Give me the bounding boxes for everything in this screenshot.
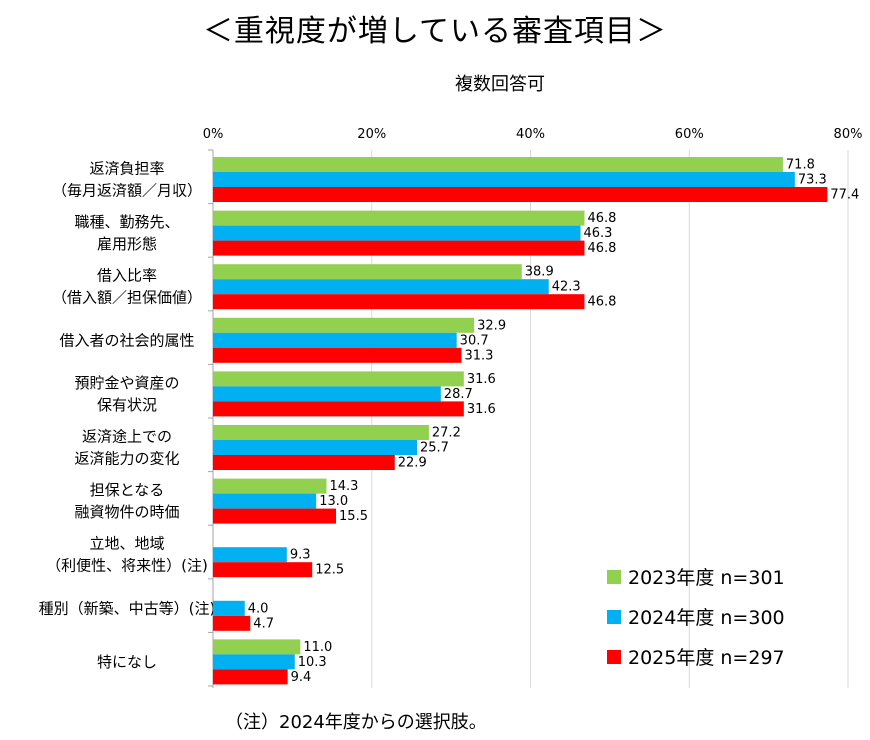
category-label: （利便性、将来性）(注) xyxy=(46,557,208,575)
category-label: （毎月返済額／月収） xyxy=(52,182,202,200)
data-label: 77.4 xyxy=(830,188,859,203)
bar xyxy=(213,157,783,172)
bar xyxy=(213,639,301,655)
bar xyxy=(213,615,251,631)
legend-swatch xyxy=(607,610,621,624)
bar xyxy=(213,478,327,494)
chart-note: （注）2024年度からの選択肢。 xyxy=(225,712,487,733)
data-label: 14.3 xyxy=(330,479,359,494)
data-label: 71.8 xyxy=(786,158,815,173)
bar xyxy=(213,493,317,509)
bar xyxy=(213,347,462,363)
data-label: 46.8 xyxy=(587,241,616,256)
bar xyxy=(213,562,313,578)
data-label: 13.0 xyxy=(319,494,348,509)
bar xyxy=(213,455,395,470)
legend-label: 2023年度 n=301 xyxy=(628,567,785,589)
bar xyxy=(213,187,828,202)
data-label: 31.3 xyxy=(464,348,493,363)
data-label: 9.4 xyxy=(291,670,312,685)
category-label: 返済能力の変化 xyxy=(74,450,179,468)
category-label: 預貯金や資産の xyxy=(74,374,179,392)
data-label: 9.3 xyxy=(290,548,311,563)
category-label: 借入者の社会的属性 xyxy=(59,331,194,349)
bar xyxy=(213,600,245,616)
data-label: 31.6 xyxy=(467,402,496,417)
data-label: 11.0 xyxy=(303,640,332,655)
category-label: 特になし xyxy=(97,653,157,671)
bar xyxy=(213,172,795,187)
data-label: 46.8 xyxy=(587,295,616,310)
data-label: 25.7 xyxy=(420,441,449,456)
bar xyxy=(213,547,287,563)
bar xyxy=(213,264,522,280)
data-label: 27.2 xyxy=(432,426,461,441)
data-label: 31.6 xyxy=(467,372,496,387)
category-label: 職種、勤務先、 xyxy=(74,213,179,231)
x-tick-label: 0% xyxy=(203,127,224,142)
bar xyxy=(213,371,464,387)
category-label: 担保となる xyxy=(90,481,165,499)
x-tick-label: 80% xyxy=(834,127,863,142)
bar xyxy=(213,317,475,333)
data-label: 15.5 xyxy=(339,509,368,524)
bar xyxy=(213,279,549,295)
legend-swatch xyxy=(607,570,621,584)
legend-label: 2025年度 n=297 xyxy=(628,647,785,669)
category-label: 借入比率 xyxy=(97,267,157,285)
x-tick-label: 60% xyxy=(675,127,704,142)
category-label: 保有状況 xyxy=(97,396,157,414)
chart-title: ＜重視度が増している審査項目＞ xyxy=(202,14,668,49)
category-label: （借入額／担保価値） xyxy=(52,289,202,307)
data-label: 22.9 xyxy=(398,456,427,471)
category-label: 雇用形態 xyxy=(97,235,157,253)
data-label: 42.3 xyxy=(552,280,581,295)
data-label: 46.3 xyxy=(584,226,613,241)
bar xyxy=(213,508,337,524)
category-label: 融資物件の時価 xyxy=(74,503,179,521)
bar xyxy=(213,386,441,402)
bar xyxy=(213,332,457,348)
category-label: 立地、地域 xyxy=(89,535,164,553)
data-label: 38.9 xyxy=(525,265,554,280)
legend-swatch xyxy=(607,650,621,664)
data-label: 30.7 xyxy=(460,333,489,348)
chart-subtitle: 複数回答可 xyxy=(455,74,545,95)
category-label: 返済負担率 xyxy=(89,160,164,178)
category-label: 返済途上での xyxy=(82,428,172,446)
bar xyxy=(213,669,288,685)
data-label: 4.7 xyxy=(253,616,274,631)
data-label: 4.0 xyxy=(248,601,269,616)
data-label: 12.5 xyxy=(315,563,344,578)
data-label: 46.8 xyxy=(587,211,616,226)
bar xyxy=(213,654,295,670)
bar xyxy=(213,240,585,256)
bar xyxy=(213,401,464,417)
x-tick-label: 40% xyxy=(516,127,545,142)
legend-label: 2024年度 n=300 xyxy=(628,607,785,629)
bar xyxy=(213,210,585,226)
data-label: 10.3 xyxy=(298,655,327,670)
x-tick-label: 20% xyxy=(357,127,386,142)
data-label: 32.9 xyxy=(477,318,506,333)
bar xyxy=(213,225,581,241)
category-label: 種別（新築、中古等）(注) xyxy=(39,599,216,617)
data-label: 28.7 xyxy=(444,387,473,402)
bar xyxy=(213,425,429,440)
data-label: 73.3 xyxy=(798,173,827,188)
bar xyxy=(213,440,417,455)
bar xyxy=(213,294,585,310)
